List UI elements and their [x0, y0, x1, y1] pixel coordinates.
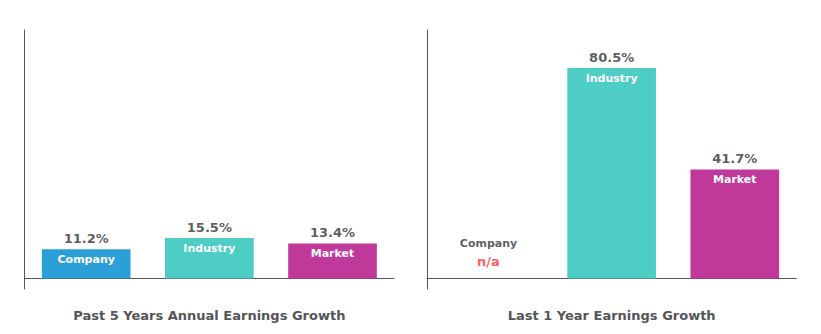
- svg-text:Last 1 Year Earnings Growth: Last 1 Year Earnings Growth: [508, 308, 716, 323]
- svg-text:11.2%: 11.2%: [64, 231, 109, 246]
- svg-text:Past 5 Years Annual Earnings G: Past 5 Years Annual Earnings Growth: [73, 308, 345, 323]
- svg-text:13.4%: 13.4%: [310, 225, 355, 240]
- svg-text:41.7%: 41.7%: [712, 151, 757, 166]
- svg-text:Market: Market: [311, 247, 355, 260]
- svg-text:Market: Market: [713, 173, 757, 186]
- svg-text:15.5%: 15.5%: [187, 220, 232, 235]
- svg-text:Company: Company: [58, 253, 115, 266]
- svg-text:n/a: n/a: [477, 254, 500, 269]
- svg-text:80.5%: 80.5%: [589, 50, 634, 65]
- svg-text:Industry: Industry: [586, 72, 638, 85]
- svg-text:Industry: Industry: [183, 242, 235, 255]
- svg-text:Company: Company: [460, 237, 517, 250]
